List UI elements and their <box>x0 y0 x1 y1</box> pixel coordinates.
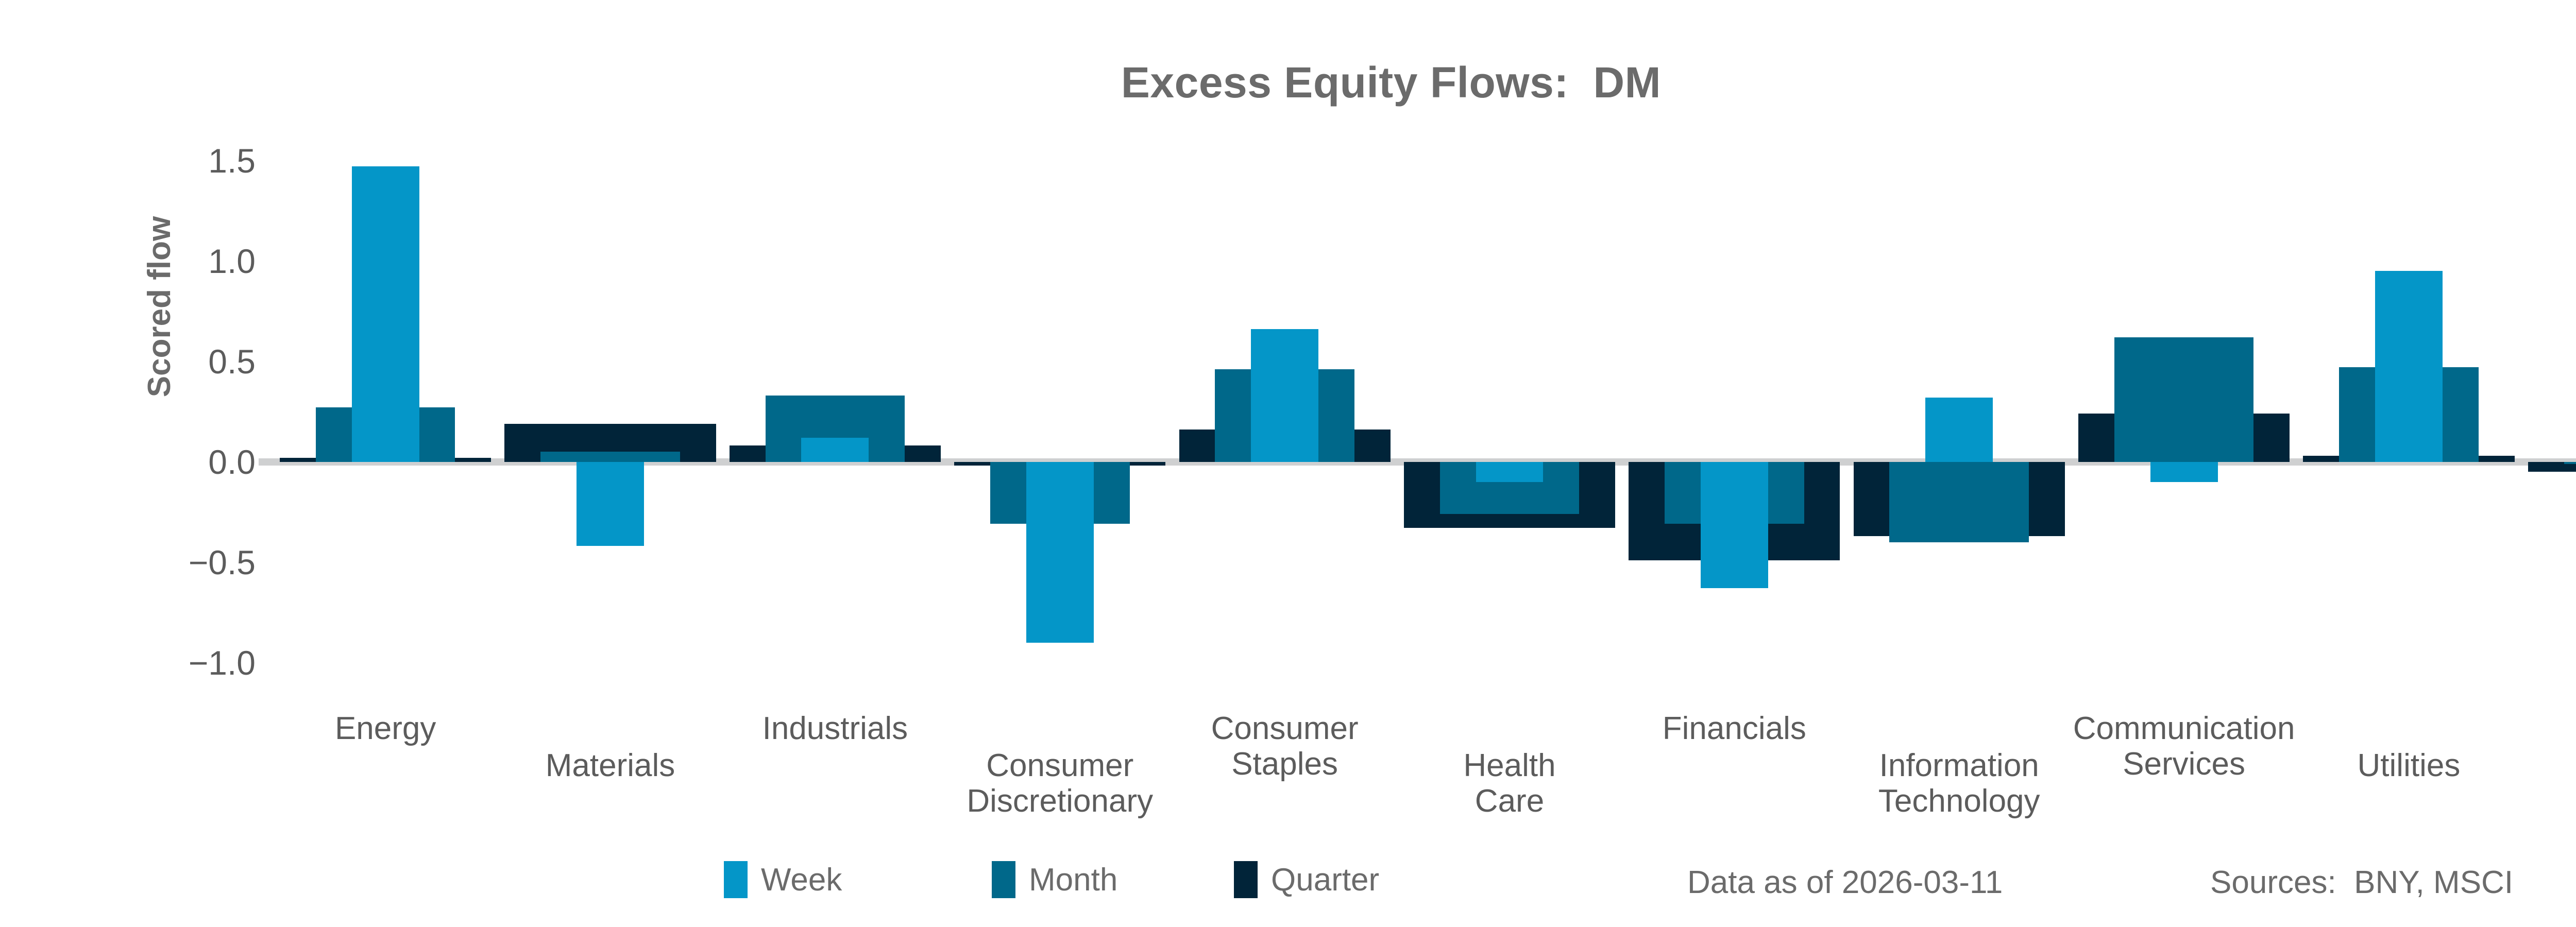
bar-week[interactable] <box>1476 461 1544 482</box>
bar-group <box>1397 136 1622 693</box>
bar-group <box>273 136 498 693</box>
bar-week[interactable] <box>801 437 869 462</box>
y-axis-tick-label: 0.0 <box>208 442 256 481</box>
bar-week[interactable] <box>577 461 644 546</box>
x-axis-tick-label: Industrials <box>762 711 908 746</box>
page-title: Excess Equity Flows: DM <box>1121 58 1662 107</box>
bar-week[interactable] <box>1700 461 1768 589</box>
bar-group <box>723 136 947 693</box>
y-axis-tick-label: 1.0 <box>208 242 256 280</box>
x-axis-tick-label: Materials <box>545 748 675 783</box>
bar-quarter[interactable] <box>2528 461 2576 472</box>
legend-swatch-quarter <box>1234 861 1258 898</box>
y-axis-tick-label: −0.5 <box>188 543 256 581</box>
bar-week[interactable] <box>1251 329 1319 462</box>
legend-entry-quarter[interactable]: Quarter <box>1234 861 1379 898</box>
legend-entry-month[interactable]: Month <box>992 861 1117 898</box>
bar-month[interactable] <box>2564 461 2576 464</box>
x-axis-tick-label: Consumer Staples <box>1211 711 1359 782</box>
legend-label: Week <box>761 862 842 898</box>
x-axis-tick-label: Financials <box>1662 711 1806 746</box>
bar-month[interactable] <box>2114 337 2254 462</box>
legend-label: Quarter <box>1271 862 1380 898</box>
x-axis-tick-label: Consumer Discretionary <box>967 748 1154 819</box>
x-axis-tick-label: Health Care <box>1463 748 1556 819</box>
sources-note: Sources: BNY, MSCI <box>2210 865 2514 900</box>
bar-month[interactable] <box>540 452 680 462</box>
bar-week[interactable] <box>1925 397 1993 462</box>
legend-swatch-week <box>724 861 748 898</box>
x-axis-tick-label: Energy <box>334 711 436 746</box>
bar-group <box>1847 136 2072 693</box>
x-axis-tick-label: Real Estate <box>2454 711 2576 782</box>
bar-group <box>2296 136 2521 693</box>
data-as-of-note: Data as of 2026-03-11 <box>1687 865 2003 900</box>
legend-label: Month <box>1029 862 1118 898</box>
x-axis-tick-label: Communication Services <box>2073 711 2295 782</box>
y-axis-tick-label: 0.5 <box>208 342 256 381</box>
plot-area: 1.5 1.0 0.5 0.0 −0.5 −1.0 <box>189 136 2576 693</box>
y-axis-tick-label: −1.0 <box>188 643 256 682</box>
bar-month[interactable] <box>1889 461 2029 542</box>
bar-week[interactable] <box>2375 271 2443 462</box>
bar-group <box>2521 136 2576 693</box>
bar-group <box>1622 136 1846 693</box>
x-axis-tick-label: Utilities <box>2357 748 2461 783</box>
bar-group <box>1172 136 1397 693</box>
bar-group <box>2072 136 2296 693</box>
bar-group <box>498 136 722 693</box>
x-axis-tick-label: Information Technology <box>1878 748 2040 819</box>
bar-week[interactable] <box>351 166 419 462</box>
legend-entry-week[interactable]: Week <box>724 861 842 898</box>
bar-group <box>947 136 1172 693</box>
legend-swatch-month <box>992 861 1015 898</box>
bar-week[interactable] <box>2150 461 2218 482</box>
y-axis-tick-label: 1.5 <box>208 141 256 180</box>
bar-week[interactable] <box>1026 461 1094 643</box>
chart-footer: Week Month Quarter Data as of 2026-03-11 S… <box>0 855 2576 912</box>
